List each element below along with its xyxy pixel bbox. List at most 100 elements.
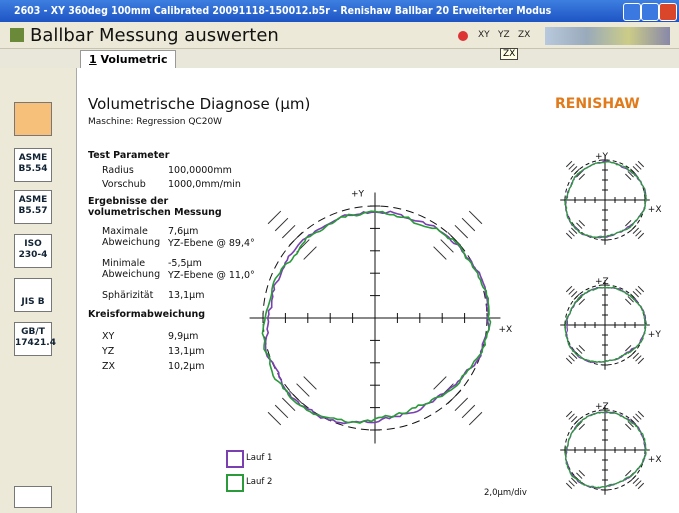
hatch bbox=[267, 411, 282, 426]
run-2-trace bbox=[564, 286, 648, 363]
label: ZX bbox=[102, 361, 116, 372]
hatch bbox=[454, 224, 469, 239]
label: XY bbox=[102, 331, 115, 342]
hatch bbox=[635, 355, 642, 362]
hatch bbox=[570, 165, 578, 173]
hatch bbox=[570, 352, 578, 360]
hatch bbox=[576, 171, 583, 178]
hatch bbox=[468, 411, 483, 426]
scale-label: 2,0µm/div bbox=[484, 488, 527, 498]
legend-label: Lauf 2 bbox=[246, 477, 273, 487]
value: YZ-Ebene @ 89,4° bbox=[168, 238, 255, 249]
icon-label: JIS B bbox=[21, 297, 45, 307]
legend-swatch bbox=[226, 474, 244, 492]
hatch bbox=[281, 224, 296, 239]
close[interactable] bbox=[659, 3, 677, 21]
sidebar-button[interactable] bbox=[14, 486, 52, 508]
run-1-trace bbox=[264, 210, 490, 425]
hatch bbox=[635, 163, 642, 170]
label: YZ bbox=[102, 346, 115, 357]
hatch bbox=[578, 298, 585, 305]
icon-label: ISO bbox=[24, 239, 42, 249]
hatch bbox=[274, 404, 289, 419]
value: YZ-Ebene @ 11,0° bbox=[168, 270, 255, 281]
value: 1000,0mm/min bbox=[168, 179, 241, 190]
value: 9,9µm bbox=[168, 331, 199, 342]
label: Abweichung bbox=[102, 269, 161, 280]
hatch bbox=[635, 230, 642, 237]
brand: RENISHAW bbox=[555, 96, 640, 112]
hatch bbox=[267, 210, 282, 225]
hatch bbox=[568, 413, 575, 420]
hatch bbox=[565, 410, 573, 418]
hatch bbox=[570, 477, 578, 485]
hatch bbox=[454, 397, 469, 412]
icon-label: 230-4 bbox=[18, 250, 48, 260]
sidebar-icon[interactable]: ASME B5.54 bbox=[14, 148, 52, 182]
value: 13,1µm bbox=[168, 346, 205, 357]
hatch bbox=[274, 217, 289, 232]
hatch bbox=[461, 404, 476, 419]
hatch bbox=[627, 171, 634, 178]
hatch bbox=[632, 352, 640, 360]
maximize[interactable] bbox=[641, 3, 659, 21]
hatch bbox=[568, 230, 575, 237]
plane-button[interactable]: YZ bbox=[498, 30, 510, 40]
value: 13,1µm bbox=[168, 290, 205, 301]
hatch bbox=[625, 220, 632, 227]
hatch bbox=[637, 285, 645, 293]
hatch bbox=[576, 472, 583, 479]
plane-button[interactable]: ZX bbox=[518, 30, 531, 40]
tooltip: ZX bbox=[500, 48, 519, 60]
label: Abweichung bbox=[102, 237, 161, 248]
hatch bbox=[627, 421, 634, 428]
hatch bbox=[635, 288, 642, 295]
axis-label: +Y bbox=[351, 190, 365, 200]
hatch bbox=[632, 165, 640, 173]
hatch bbox=[461, 217, 476, 232]
hatch bbox=[568, 355, 575, 362]
plane-button[interactable]: XY bbox=[478, 30, 490, 40]
hatch bbox=[625, 173, 632, 180]
sidebar-icon[interactable]: GB/T 17421.4 bbox=[14, 322, 56, 356]
sidebar-icon[interactable]: ASME B5.57 bbox=[14, 190, 52, 224]
run-2-trace bbox=[564, 410, 647, 489]
hatch bbox=[568, 163, 575, 170]
hatch bbox=[281, 397, 296, 412]
hatch bbox=[637, 410, 645, 418]
icon-label: ASME bbox=[18, 153, 48, 163]
sidebar-icon[interactable]: JIS B bbox=[14, 278, 52, 312]
sidebar-icon[interactable]: ISO 230-4 bbox=[14, 234, 52, 268]
hatch bbox=[625, 345, 632, 352]
sidebar-icon[interactable] bbox=[14, 102, 52, 136]
minimize[interactable] bbox=[623, 3, 641, 21]
hatch bbox=[440, 239, 454, 253]
label: Vorschub bbox=[102, 179, 146, 190]
title-bar: 2603 - XY 360deg 100mm Calibrated 200911… bbox=[0, 0, 679, 22]
tab[interactable]: 1 Volumetric bbox=[80, 50, 177, 69]
hatch bbox=[578, 220, 585, 227]
hatch bbox=[632, 290, 640, 298]
hatch bbox=[565, 482, 573, 490]
hatch bbox=[576, 222, 583, 229]
hatch bbox=[303, 246, 317, 260]
toolbar-icons[interactable] bbox=[545, 27, 670, 45]
icon-label: B5.57 bbox=[18, 206, 48, 216]
section-heading: Ergebnisse der volumetrischen Messung bbox=[88, 196, 222, 218]
label: Radius bbox=[102, 165, 134, 176]
axis-label: +X bbox=[648, 455, 662, 465]
hatch bbox=[578, 173, 585, 180]
app-title: Ballbar Messung auswerten bbox=[30, 25, 279, 46]
hatch bbox=[632, 227, 640, 235]
home-icon[interactable] bbox=[10, 28, 24, 42]
record-icon[interactable] bbox=[458, 31, 468, 41]
report-title: Volumetrische Diagnose (µm) bbox=[88, 95, 311, 113]
hatch bbox=[565, 357, 573, 365]
hatch bbox=[433, 246, 447, 260]
hatch bbox=[632, 477, 640, 485]
tab-label: Volumetric bbox=[100, 53, 168, 66]
hatch bbox=[637, 160, 645, 168]
axis-label: +Y bbox=[595, 152, 609, 162]
hatch bbox=[296, 383, 310, 397]
